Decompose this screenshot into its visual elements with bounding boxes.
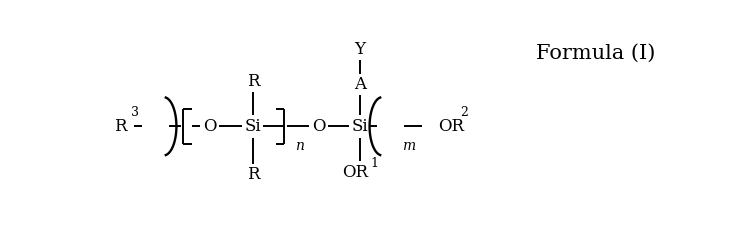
Text: O: O	[203, 118, 216, 135]
Text: OR: OR	[342, 164, 368, 181]
Text: R: R	[246, 166, 259, 183]
Text: 1: 1	[370, 157, 378, 170]
Text: Formula (I): Formula (I)	[536, 44, 656, 63]
Text: 2: 2	[460, 106, 468, 118]
Text: n: n	[295, 139, 304, 153]
Text: O: O	[312, 118, 325, 135]
Text: m: m	[402, 139, 416, 153]
Text: R: R	[114, 118, 127, 135]
Text: R: R	[246, 73, 259, 90]
Text: Si: Si	[352, 118, 368, 135]
Text: A: A	[354, 76, 366, 93]
Text: Y: Y	[354, 41, 365, 58]
Text: Si: Si	[245, 118, 261, 135]
Text: OR: OR	[437, 118, 464, 135]
Text: 3: 3	[131, 106, 139, 118]
